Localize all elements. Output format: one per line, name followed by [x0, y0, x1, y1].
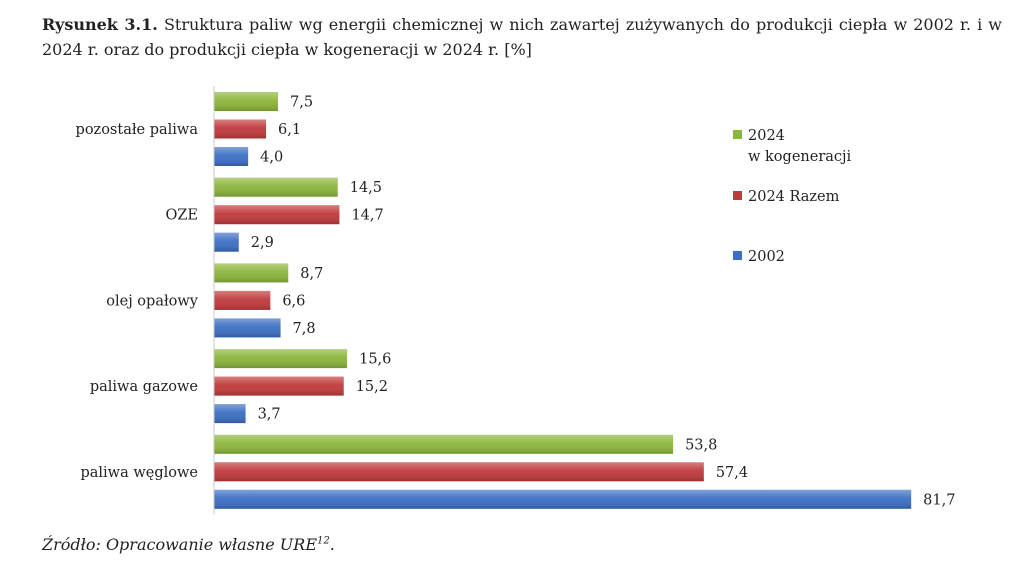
category-labels: pozostałe paliwa OZE olej opałowy paliwa ga… [76, 122, 199, 481]
data-label: 6,6 [282, 293, 305, 309]
source-end: . [329, 535, 335, 554]
bar-shading [214, 205, 340, 225]
data-label: 14,5 [350, 180, 382, 196]
source-note: Źródło: Opracowanie własne URE12. [42, 535, 335, 554]
data-label: 4,0 [260, 150, 283, 166]
category-label: paliwa gazowe [90, 379, 198, 395]
figure-number: Rysunek 3.1. [42, 15, 158, 34]
legend-swatch [733, 191, 742, 200]
legend-label: 2024 [748, 128, 785, 144]
bar-shading [214, 376, 344, 396]
category-label: OZE [165, 208, 198, 224]
bar-shading [214, 263, 289, 283]
legend: 2024 w kogeneracji 2024 Razem 2002 [733, 128, 852, 265]
category-label: olej opałowy [106, 293, 199, 309]
data-label: 6,1 [278, 122, 301, 138]
data-label: 81,7 [923, 492, 955, 508]
bar-shading [214, 147, 249, 166]
bar-shading [214, 119, 267, 139]
legend-swatch [733, 251, 742, 260]
legend-label: 2024 Razem [748, 189, 840, 205]
legend-label: 2002 [748, 249, 785, 265]
bar-shading [214, 290, 271, 310]
data-label: 7,5 [290, 95, 313, 111]
legend-label: w kogeneracji [748, 149, 852, 165]
legend-swatch [733, 130, 742, 139]
data-label: 8,7 [300, 266, 323, 282]
data-label: 14,7 [351, 208, 383, 224]
figure-title: Struktura paliw wg energii chemicznej w … [42, 15, 1003, 59]
category-label: pozostałe paliwa [76, 122, 199, 138]
bars-layer: 7,5 6,1 4,0 14,5 14,7 2,9 8,7 6,6 7,8 15,6 15,2 3,7… [214, 92, 955, 509]
data-label: 57,4 [716, 465, 748, 481]
bar-shading [214, 434, 674, 454]
figure-caption: Rysunek 3.1. Struktura paliw wg energii … [42, 12, 1002, 62]
source-text: Źródło: Opracowanie własne URE [42, 535, 317, 554]
data-label: 3,7 [258, 407, 281, 423]
bar-shading [214, 177, 338, 197]
data-label: 15,2 [356, 379, 388, 395]
bar-shading [214, 318, 281, 338]
data-label: 7,8 [293, 321, 316, 337]
source-footnote: 12 [317, 535, 330, 547]
data-label: 53,8 [685, 437, 717, 453]
bar-shading [214, 92, 278, 111]
data-label: 15,6 [359, 352, 391, 368]
bar-shading [214, 489, 912, 509]
bar-shading [214, 349, 348, 369]
bar-shading [214, 232, 239, 252]
data-label: 2,9 [251, 235, 274, 251]
bar-shading [214, 404, 246, 424]
bar-shading [214, 462, 704, 482]
category-label: paliwa węglowe [80, 465, 198, 481]
